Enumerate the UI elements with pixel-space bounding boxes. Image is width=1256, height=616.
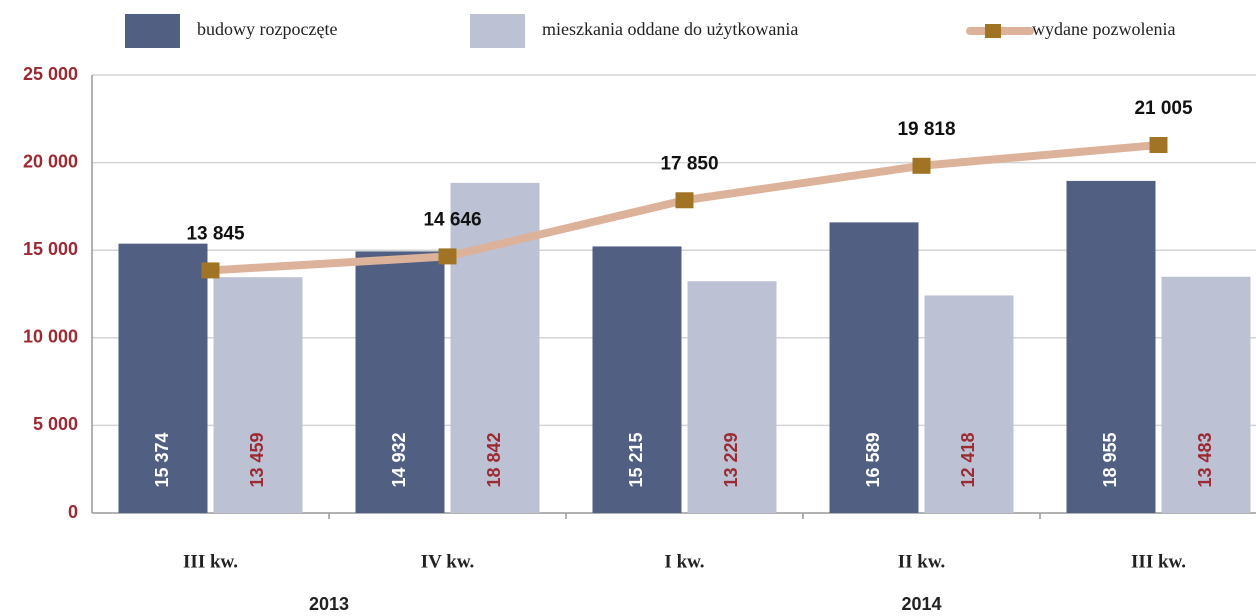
line-marker [675, 192, 694, 209]
year-label: 2013 [309, 594, 349, 614]
line-marker [438, 248, 457, 265]
x-tick-label: III kw. [1131, 551, 1186, 572]
bar-value-label: 18 842 [484, 432, 504, 487]
legend-marker [985, 24, 1001, 38]
x-tick-label: I kw. [664, 551, 704, 572]
bar-value-label: 15 374 [152, 432, 172, 487]
bar-value-label: 16 589 [863, 432, 883, 487]
line-marker [201, 262, 220, 279]
line-marker [1149, 136, 1168, 153]
bar-value-label: 12 418 [958, 432, 978, 487]
line-value-label: 21 005 [1134, 98, 1193, 119]
legend-label: wydane pozwolenia [1032, 19, 1175, 39]
bar [829, 222, 919, 513]
legend-swatch [470, 14, 525, 48]
y-tick-label: 5 000 [33, 414, 78, 434]
line-marker [912, 157, 931, 174]
x-tick-label: III kw. [183, 551, 238, 572]
bar [924, 295, 1014, 513]
legend-label: budowy rozpoczęte [197, 19, 337, 39]
line-value-label: 17 850 [660, 153, 718, 174]
bar [592, 246, 682, 513]
y-tick-label: 15 000 [23, 239, 78, 259]
legend-label: mieszkania oddane do użytkowania [542, 19, 798, 39]
y-tick-label: 0 [68, 502, 78, 522]
x-tick-label: IV kw. [421, 551, 475, 572]
bar [1066, 180, 1156, 514]
bar [118, 243, 208, 513]
year-label: 2014 [901, 594, 941, 614]
bar [213, 277, 303, 513]
bar-value-label: 13 229 [721, 432, 741, 487]
legend-swatch [125, 14, 180, 48]
bar-value-label: 13 483 [1195, 432, 1215, 487]
x-tick-label: II kw. [898, 551, 946, 572]
bar-value-label: 18 955 [1100, 432, 1120, 487]
y-tick-label: 10 000 [23, 327, 78, 347]
line-value-label: 14 646 [423, 209, 481, 230]
y-tick-label: 25 000 [23, 64, 78, 84]
bar [355, 251, 445, 513]
y-tick-label: 20 000 [23, 151, 78, 171]
line-value-label: 19 818 [897, 119, 955, 140]
bar-value-label: 14 932 [389, 432, 409, 487]
bar-value-label: 13 459 [247, 432, 267, 487]
bar [1161, 276, 1251, 513]
bar [687, 281, 777, 513]
bar-value-label: 15 215 [626, 432, 646, 487]
line-value-label: 13 845 [186, 223, 245, 244]
